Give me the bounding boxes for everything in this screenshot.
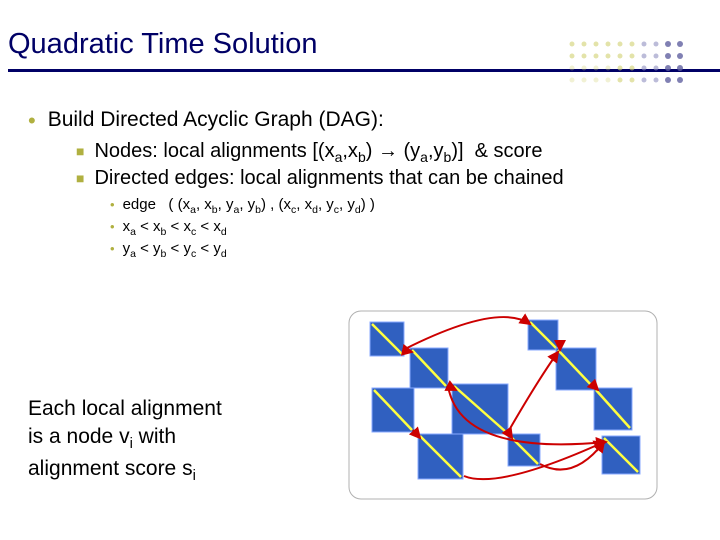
bottom-line: Each local alignment [28,395,222,423]
bullet-l3: • xa < xb < xc < xd [110,218,700,238]
l2-text: Nodes: local alignments [(xa,xb) → (ya,y… [94,140,542,165]
l3-text: ya < yb < yc < yd [123,240,227,260]
dot-icon: • [28,108,36,134]
bullet-l1: • Build Directed Acyclic Graph (DAG): [28,108,700,134]
l2-group: ■ Nodes: local alignments [(xa,xb) → (ya… [76,140,700,260]
square-icon: ■ [76,140,84,162]
bottom-paragraph: Each local alignment is a node vi with a… [28,395,222,487]
bullet-l3: • ya < yb < yc < yd [110,240,700,260]
dot-icon: • [110,218,115,236]
l3-text: xa < xb < xc < xd [123,218,227,238]
l3-group: • edge ( (xa, xb, ya, yb) , (xc, xd, yc,… [110,196,700,260]
bullet-l3: • edge ( (xa, xb, ya, yb) , (xc, xd, yc,… [110,196,700,216]
bullet-l2: ■ Nodes: local alignments [(xa,xb) → (ya… [76,140,700,165]
l2-text: Directed edges: local alignments that ca… [94,167,563,190]
bottom-line: is a node vi with [28,423,222,455]
bullet-l2: ■ Directed edges: local alignments that … [76,167,700,190]
l3-text: edge ( (xa, xb, ya, yb) , (xc, xd, yc, y… [123,196,375,216]
dag-diagram [348,310,658,500]
dot-icon: • [110,240,115,258]
dot-icon: • [110,196,115,214]
content-area: • Build Directed Acyclic Graph (DAG): ■ … [0,78,720,260]
slide-root: Quadratic Time Solution • Build Directed… [0,0,720,540]
square-icon: ■ [76,167,84,189]
l1-text: Build Directed Acyclic Graph (DAG): [48,108,384,132]
bottom-line: alignment score si [28,455,222,487]
decorative-dots [568,40,688,90]
